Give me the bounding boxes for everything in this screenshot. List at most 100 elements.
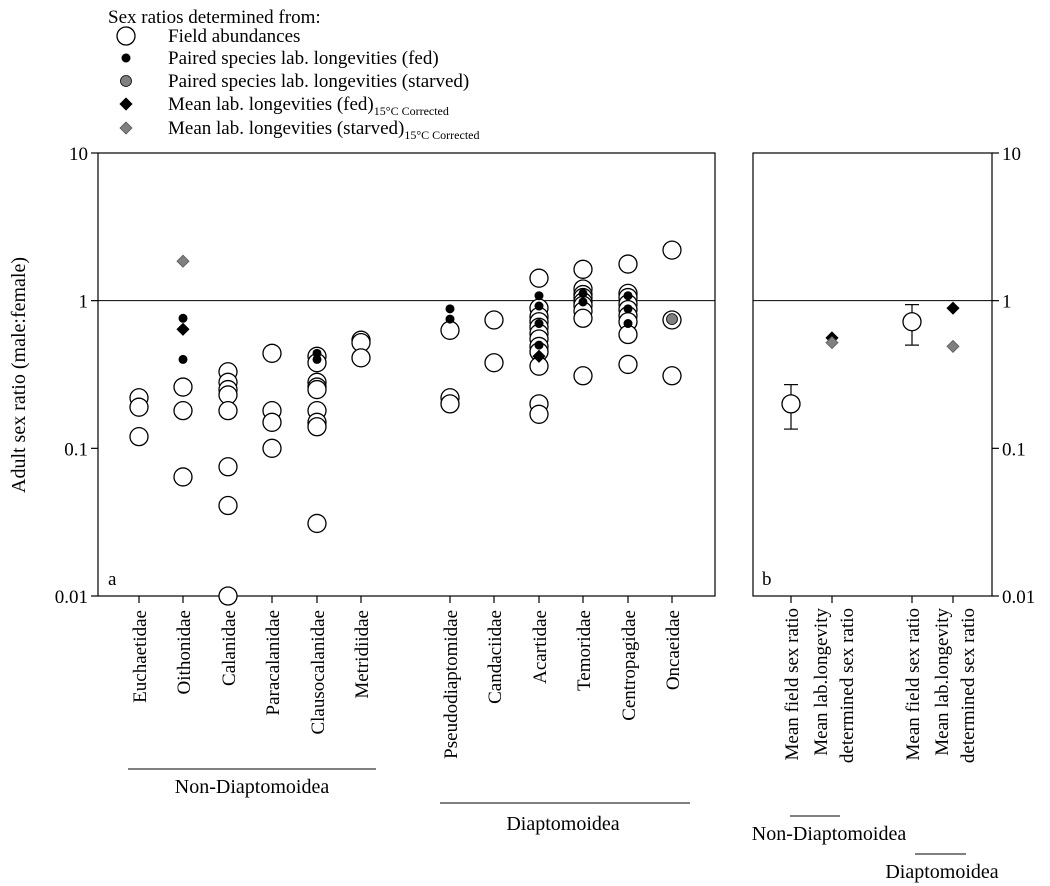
- panel-a-frame: [97, 152, 716, 597]
- category-label: Paracalanidae: [263, 610, 284, 715]
- data-point-open-circle: [218, 586, 238, 606]
- category-label: Mean field sex ratio: [782, 608, 803, 760]
- data-point-grey-diamond: [825, 336, 839, 350]
- data-point-open-circle: [618, 254, 638, 274]
- legend-marker-black-diamond: [119, 97, 133, 111]
- y-axis-title: Adult sex ratio (male:female): [8, 257, 30, 493]
- data-point-open-circle: [129, 426, 149, 447]
- data-point-open-circle: [351, 348, 371, 368]
- data-point-black-diamond: [532, 349, 546, 363]
- y-tick-label: 1: [1002, 292, 1012, 313]
- panel-b-frame: [752, 152, 993, 597]
- data-point-open-circle: [484, 310, 504, 330]
- data-point-black-dot: [178, 354, 188, 364]
- data-point-black-dot: [623, 291, 633, 301]
- category-label: Oncaeidae: [663, 610, 684, 690]
- y-tick-label: 10: [69, 144, 88, 165]
- group-label: Diaptomoidea: [885, 861, 998, 883]
- group-label: Non-Diaptomoidea: [752, 823, 907, 845]
- data-point-open-circle: [307, 379, 327, 400]
- data-point-open-circle: [618, 324, 638, 345]
- category-label: Calanidae: [219, 610, 240, 686]
- data-point-open-circle: [262, 343, 282, 363]
- legend-marker-grey-diamond: [119, 121, 133, 135]
- data-point-open-circle: [662, 366, 682, 386]
- data-point-black-dot: [534, 319, 544, 329]
- data-point-black-dot: [623, 319, 633, 329]
- data-point-black-dot: [623, 304, 633, 314]
- legend: Sex ratios determined from: Field abunda…: [108, 7, 480, 142]
- legend-entry: Paired species lab. longevities (fed): [121, 48, 439, 69]
- panel-a-label: a: [108, 569, 117, 590]
- category-label: Mean lab.longevity: [811, 608, 832, 756]
- data-point-grey-diamond: [176, 254, 190, 268]
- data-point-open-circle: [173, 467, 193, 487]
- legend-label: Paired species lab. longevities (starved…: [168, 71, 469, 92]
- y-tick-label: 0.1: [64, 439, 88, 460]
- panel-b: b 10 1 0.1 0.01 Mean field sex ratio Mean la…: [752, 144, 1035, 883]
- data-point-black-dot: [312, 354, 322, 364]
- category-label: determined sex ratio: [958, 608, 979, 763]
- data-point-open-circle: [573, 366, 593, 386]
- category-label: Centropagidae: [619, 610, 640, 721]
- data-point-open-circle: [218, 400, 238, 421]
- category-label: determined sex ratio: [837, 608, 858, 763]
- data-point-open-circle: [129, 397, 149, 417]
- data-point-open-circle: [529, 268, 549, 288]
- legend-entry: Mean lab. longevities (starved)15°C Corr…: [119, 118, 480, 142]
- data-point-open-circle: [173, 400, 193, 421]
- data-point-black-dot: [534, 291, 544, 301]
- legend-marker-grey-dot: [120, 75, 132, 87]
- category-label: Acartidae: [530, 610, 551, 684]
- legend-label: Mean lab. longevities (starved)15°C Corr…: [168, 118, 480, 142]
- data-point-open-circle: [262, 438, 282, 458]
- y-tick-label: 10: [1002, 144, 1021, 165]
- category-label: Euchaetidae: [130, 610, 151, 703]
- data-point-open-circle: [902, 312, 922, 332]
- group-label: Diaptomoidea: [506, 813, 619, 835]
- data-point-open-circle: [307, 513, 327, 534]
- y-tick-label: 1: [79, 292, 89, 313]
- legend-marker-open-circle: [116, 26, 136, 46]
- panel-a: Adult sex ratio (male:female) a 10 1 0.1 0.…: [8, 144, 716, 835]
- data-point-black-dot: [445, 304, 455, 314]
- data-point-black-dot: [445, 314, 455, 324]
- legend-label: Mean lab. longevities (fed)15°C Correcte…: [168, 94, 449, 118]
- data-point-open-circle: [781, 394, 801, 414]
- legend-label: Paired species lab. longevities (fed): [168, 48, 439, 69]
- legend-title: Sex ratios determined from:: [108, 7, 321, 28]
- data-point-open-circle: [173, 377, 193, 397]
- group-label: Non-Diaptomoidea: [175, 776, 330, 798]
- data-point-open-circle: [262, 412, 282, 432]
- category-label: Pseudodiaptomidae: [441, 610, 462, 759]
- category-label: Candaciidae: [485, 610, 506, 704]
- data-point-open-circle: [218, 495, 238, 516]
- data-point-open-circle: [662, 240, 682, 260]
- category-label: Mean lab.longevity: [932, 608, 953, 756]
- data-point-black-diamond: [176, 322, 190, 336]
- data-point-black-dot: [534, 340, 544, 350]
- data-point-open-circle: [484, 353, 504, 373]
- legend-entry: Field abundances: [116, 26, 300, 47]
- legend-entry: Mean lab. longevities (fed)15°C Correcte…: [119, 94, 449, 118]
- data-point-grey-dot: [666, 313, 678, 326]
- panel-b-label: b: [762, 569, 772, 590]
- data-point-open-circle: [618, 354, 638, 375]
- legend-label: Field abundances: [168, 26, 300, 47]
- data-point-black-dot: [178, 313, 188, 323]
- data-point-grey-diamond: [946, 339, 960, 353]
- data-point-open-circle: [573, 259, 593, 279]
- data-point-black-dot: [578, 297, 588, 307]
- data-point-open-circle: [307, 417, 327, 437]
- category-label: Temoridae: [574, 610, 595, 691]
- data-point-open-circle: [573, 308, 593, 328]
- y-tick-label: 0.01: [1002, 587, 1035, 608]
- y-tick-label: 0.1: [1002, 439, 1026, 460]
- data-point-open-circle: [440, 394, 460, 414]
- data-point-black-diamond: [946, 301, 960, 315]
- category-label: Metridiidae: [352, 610, 373, 699]
- legend-marker-black-dot: [121, 53, 131, 63]
- legend-entry: Paired species lab. longevities (starved…: [120, 71, 469, 92]
- data-point-open-circle: [218, 457, 238, 477]
